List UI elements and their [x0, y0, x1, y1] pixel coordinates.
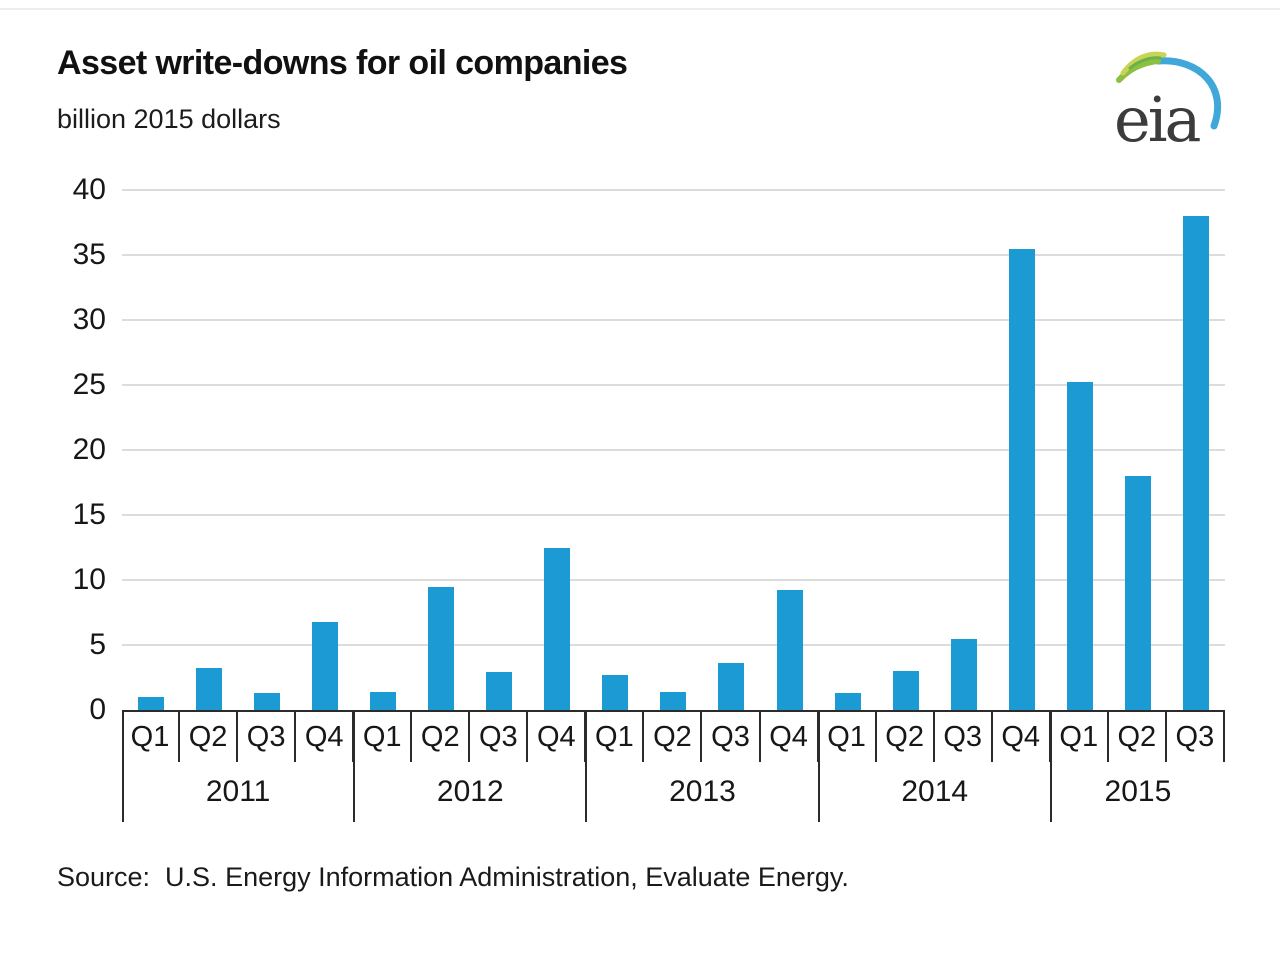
- gridline-15: [122, 514, 1225, 516]
- x-axis: Q1 Q2 Q3 Q4 Q1 Q2 Q3 Q4 Q1 Q2 Q3 Q4 Q1 Q2 Q3 Q4 Q1 Q2 Q3 2…: [122, 710, 1225, 822]
- year-separator-2012: [353, 710, 356, 822]
- y-tick-label-25: 25: [72, 368, 106, 401]
- year-label-2012: 2012: [436, 775, 504, 808]
- bar-cell-2013-Q2: [644, 190, 702, 710]
- bar-2012-Q2: [428, 586, 455, 710]
- bar-2014-Q4: [1008, 248, 1035, 710]
- bar-2013-Q2: [660, 691, 687, 710]
- plot-area: [122, 189, 1225, 710]
- year-label-2011: 2011: [205, 775, 271, 808]
- bar-2011-Q1: [138, 697, 165, 710]
- gridline-40: [122, 189, 1225, 191]
- quarter-label-2013-Q3: Q3: [702, 712, 761, 762]
- y-tick-label-30: 30: [72, 303, 106, 336]
- bar-cell-2013-Q3: [702, 190, 760, 710]
- gridline-20: [122, 449, 1225, 451]
- quarter-label-2011-Q1: Q1: [122, 712, 181, 762]
- year-label-2013: 2013: [669, 775, 736, 808]
- quarter-label-2013-Q4: Q4: [761, 712, 819, 762]
- quarter-label-2012-Q1: Q1: [354, 712, 413, 762]
- year-separator-2013: [585, 710, 588, 822]
- quarter-label-2015-Q2: Q2: [1109, 712, 1167, 762]
- bar-2014-Q1: [834, 693, 861, 710]
- bar-2014-Q2: [892, 671, 919, 710]
- quarter-label-2014-Q4: Q4: [993, 712, 1051, 762]
- eia-logo-text: eia: [1114, 83, 1201, 150]
- quarter-label-2012-Q3: Q3: [470, 712, 529, 762]
- gridline-5: [122, 644, 1225, 646]
- year-separator-2015: [1049, 710, 1052, 822]
- bar-cell-2015-Q3: [1167, 190, 1225, 710]
- y-tick-label-20: 20: [72, 433, 106, 466]
- quarter-label-2014-Q1: Q1: [819, 712, 877, 762]
- bar-2015-Q3: [1182, 216, 1209, 710]
- bar-2015-Q2: [1124, 476, 1151, 710]
- y-axis-labels: 0 5 10 15 20 25 30 35 40: [18, 173, 106, 726]
- year-separator-2014: [817, 710, 820, 822]
- bar-cell-2014-Q4: [993, 190, 1051, 710]
- year-label-row: 2011 2012 2013 2014 2015: [122, 762, 1225, 822]
- quarter-label-2013-Q1: Q1: [586, 712, 645, 762]
- quarter-label-2011-Q3: Q3: [238, 712, 297, 762]
- bar-2013-Q1: [602, 674, 629, 710]
- y-tick-label-40: 40: [72, 173, 106, 206]
- bar-cell-2015-Q2: [1109, 190, 1167, 710]
- year-label-2014: 2014: [901, 775, 969, 808]
- chart-unit-label: billion 2015 dollars: [57, 104, 281, 134]
- y-tick-label-0: 0: [89, 693, 106, 726]
- quarter-label-2015-Q3: Q3: [1167, 712, 1225, 762]
- quarter-label-2014-Q2: Q2: [877, 712, 935, 762]
- bars-container: [122, 190, 1225, 710]
- bar-2011-Q4: [312, 621, 339, 710]
- quarter-label-2013-Q2: Q2: [644, 712, 703, 762]
- bar-cell-2011-Q4: [296, 190, 354, 710]
- year-separator-2011: [122, 710, 124, 822]
- gridline-30: [122, 319, 1225, 321]
- quarter-label-row: Q1 Q2 Q3 Q4 Q1 Q2 Q3 Q4 Q1 Q2 Q3 Q4 Q1 Q2 Q3 Q4 Q1 Q2 Q3: [122, 710, 1225, 762]
- bar-cell-2014-Q3: [935, 190, 993, 710]
- quarter-label-2011-Q4: Q4: [296, 712, 355, 762]
- bar-2012-Q1: [370, 691, 397, 710]
- bar-2011-Q2: [196, 668, 223, 710]
- bar-2015-Q1: [1066, 382, 1093, 710]
- eia-logo: eia: [1090, 46, 1238, 156]
- gridline-35: [122, 254, 1225, 256]
- gridline-10: [122, 579, 1225, 581]
- top-divider: [0, 8, 1280, 10]
- bar-2013-Q3: [718, 663, 745, 710]
- bar-cell-2011-Q3: [238, 190, 296, 710]
- bar-cell-2013-Q4: [761, 190, 819, 710]
- year-label-2015: 2015: [1104, 775, 1172, 808]
- bar-cell-2014-Q1: [819, 190, 877, 710]
- bar-2012-Q3: [486, 672, 513, 710]
- bar-cell-2012-Q4: [528, 190, 586, 710]
- gridline-25: [122, 384, 1225, 386]
- quarter-label-2011-Q2: Q2: [180, 712, 239, 762]
- quarter-label-2015-Q1: Q1: [1051, 712, 1109, 762]
- chart-title: Asset write-downs for oil companies: [57, 44, 628, 82]
- bar-cell-2011-Q1: [122, 190, 180, 710]
- y-tick-label-5: 5: [89, 628, 106, 661]
- bar-2011-Q3: [254, 693, 281, 710]
- bar-2012-Q4: [544, 547, 571, 710]
- bar-cell-2015-Q1: [1051, 190, 1109, 710]
- y-tick-label-15: 15: [72, 498, 106, 531]
- bar-2013-Q4: [776, 590, 803, 710]
- bar-cell-2013-Q1: [586, 190, 644, 710]
- quarter-label-2012-Q4: Q4: [528, 712, 587, 762]
- bar-cell-2012-Q1: [354, 190, 412, 710]
- y-tick-label-35: 35: [72, 238, 106, 271]
- source-note: Source: U.S. Energy Information Administ…: [57, 862, 849, 892]
- y-tick-label-10: 10: [72, 563, 106, 596]
- quarter-label-2012-Q2: Q2: [412, 712, 471, 762]
- bar-cell-2012-Q2: [412, 190, 470, 710]
- eia-logo-swoosh-icon: eia: [1114, 51, 1222, 156]
- bar-cell-2014-Q2: [877, 190, 935, 710]
- bar-cell-2011-Q2: [180, 190, 238, 710]
- bar-2014-Q3: [950, 638, 977, 710]
- quarter-label-2014-Q3: Q3: [935, 712, 993, 762]
- bar-cell-2012-Q3: [470, 190, 528, 710]
